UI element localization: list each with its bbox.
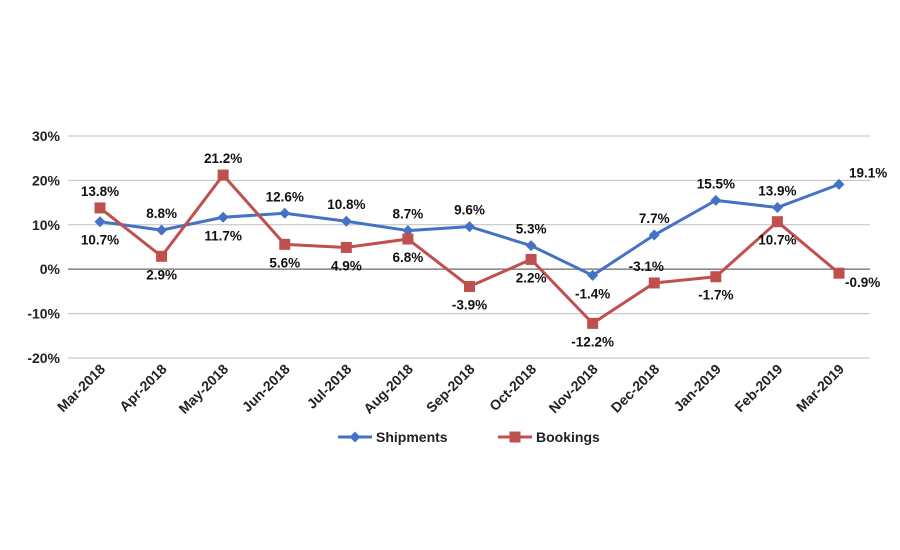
data-label-bookings: 5.6% [269, 255, 300, 270]
data-point-bookings [94, 202, 106, 214]
data-label-bookings: 2.9% [146, 267, 177, 282]
data-label-bookings: 4.9% [331, 258, 362, 273]
y-tick-label: 20% [32, 172, 61, 188]
data-label-shipments: 10.8% [327, 197, 365, 212]
data-label-bookings: -0.9% [845, 275, 880, 290]
data-labels: 10.7% 8.8% 11.7% 12.6% 10.8% 8.7% 9.6% 5.3% -1.4… [81, 151, 887, 349]
data-point-shipments [217, 211, 229, 223]
data-point-bookings [279, 238, 291, 250]
data-point-shipments [771, 201, 783, 213]
data-label-shipments: 13.9% [758, 183, 796, 198]
data-point-shipments [525, 240, 537, 252]
data-label-bookings: 13.8% [81, 184, 119, 199]
x-tick-label: Sep-2018 [423, 361, 478, 416]
data-point-shipments [402, 225, 414, 237]
y-tick-label: 30% [32, 128, 61, 144]
data-point-shipments [587, 269, 599, 281]
data-point-bookings [710, 271, 722, 283]
data-label-shipments: 8.8% [146, 206, 177, 221]
data-point-bookings [833, 267, 845, 279]
y-tick-label: 0% [40, 261, 61, 277]
x-tick-label: Jun-2018 [239, 361, 293, 415]
x-tick-label: Jan-2019 [670, 361, 724, 415]
data-label-shipments: 19.1% [849, 165, 887, 180]
data-point-bookings [525, 253, 537, 265]
data-label-bookings: -12.2% [571, 334, 614, 349]
data-point-bookings [771, 216, 783, 228]
legend-label-shipments: Shipments [376, 429, 448, 445]
data-label-bookings: 6.8% [393, 250, 424, 265]
data-point-bookings [217, 169, 229, 181]
data-point-bookings [156, 250, 168, 262]
data-label-bookings: 21.2% [204, 151, 242, 166]
x-tick-label: Apr-2018 [116, 361, 170, 415]
data-point-shipments [464, 221, 475, 233]
data-point-bookings [402, 233, 414, 245]
data-label-shipments: 11.7% [204, 228, 242, 243]
x-tick-label: Feb-2019 [731, 361, 785, 415]
legend-marker-shipments [349, 431, 361, 443]
x-tick-label: Nov-2018 [545, 361, 600, 416]
data-point-shipments [648, 229, 660, 241]
data-label-bookings: -3.9% [452, 298, 487, 313]
y-tick-label: -20% [27, 350, 60, 366]
data-point-bookings [340, 241, 352, 253]
x-tick-label: Jul-2018 [304, 361, 355, 412]
data-point-bookings [587, 317, 599, 329]
y-axis: 30% 20% 10% 0% -10% -20% [27, 128, 60, 366]
data-label-shipments: 5.3% [516, 222, 547, 237]
data-label-shipments: 12.6% [266, 189, 304, 204]
data-label-bookings: -1.7% [698, 288, 733, 303]
data-point-shipments [156, 224, 168, 236]
y-tick-label: 10% [32, 217, 61, 233]
data-label-bookings: 2.2% [516, 270, 547, 285]
legend: Shipments Bookings [338, 429, 600, 445]
data-point-shipments [833, 178, 845, 190]
x-tick-label: Aug-2018 [360, 361, 416, 417]
data-label-shipments: 10.7% [81, 233, 119, 248]
y-tick-label: -10% [27, 306, 60, 322]
data-point-shipments [710, 194, 722, 206]
data-label-bookings: -3.1% [629, 259, 664, 274]
x-tick-label: May-2018 [175, 361, 231, 417]
legend-marker-bookings [509, 431, 521, 443]
series-markers [94, 169, 845, 329]
data-point-shipments [340, 215, 352, 227]
data-label-shipments: 15.5% [697, 176, 735, 191]
data-label-shipments: 9.6% [454, 203, 485, 218]
data-point-bookings [464, 281, 475, 293]
data-label-shipments: -1.4% [575, 286, 610, 301]
x-tick-label: Oct-2018 [486, 361, 539, 414]
data-label-bookings: 10.7% [758, 233, 796, 248]
legend-label-bookings: Bookings [536, 429, 600, 445]
data-point-shipments [94, 216, 106, 228]
x-tick-label: Mar-2018 [54, 361, 108, 415]
data-label-shipments: 7.7% [639, 211, 670, 226]
data-point-shipments [279, 207, 291, 219]
data-label-shipments: 8.7% [393, 207, 424, 222]
x-tick-label: Mar-2019 [793, 361, 847, 415]
x-tick-label: Dec-2018 [608, 361, 663, 416]
data-point-bookings [648, 277, 660, 289]
x-axis: Mar-2018 Apr-2018 May-2018 Jun-2018 Jul-2018… [54, 361, 847, 417]
